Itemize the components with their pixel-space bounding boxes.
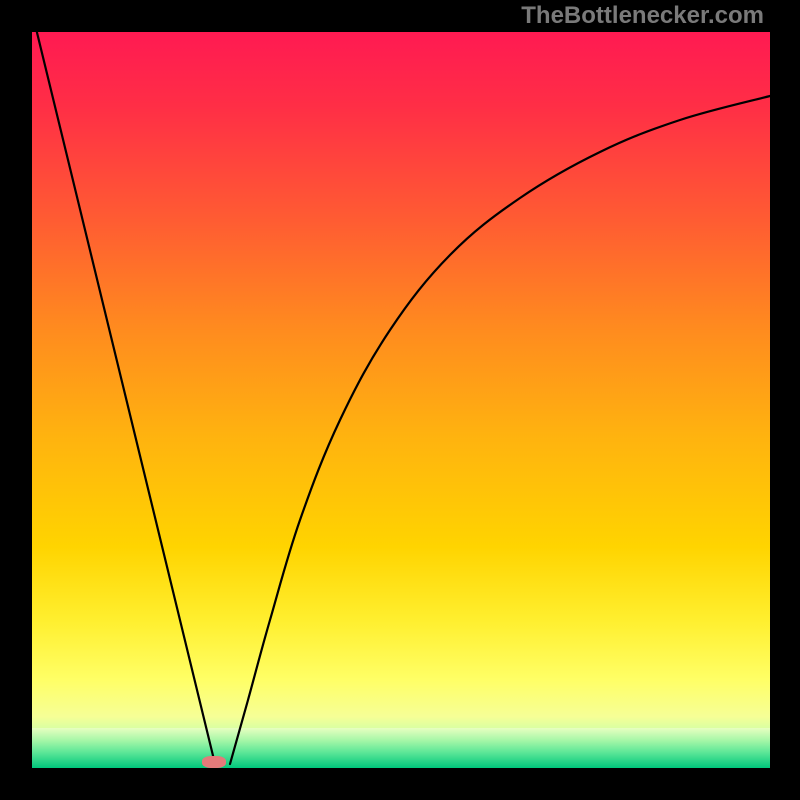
curve-minimum-marker — [202, 756, 226, 768]
heat-gradient-background — [32, 32, 770, 768]
chart-border-left — [0, 0, 32, 800]
chart-container: TheBottlenecker.com — [0, 0, 800, 800]
chart-border-bottom — [0, 768, 800, 800]
watermark-text: TheBottlenecker.com — [521, 2, 764, 30]
green-optimum-band — [32, 728, 770, 768]
chart-border-right — [770, 0, 800, 800]
